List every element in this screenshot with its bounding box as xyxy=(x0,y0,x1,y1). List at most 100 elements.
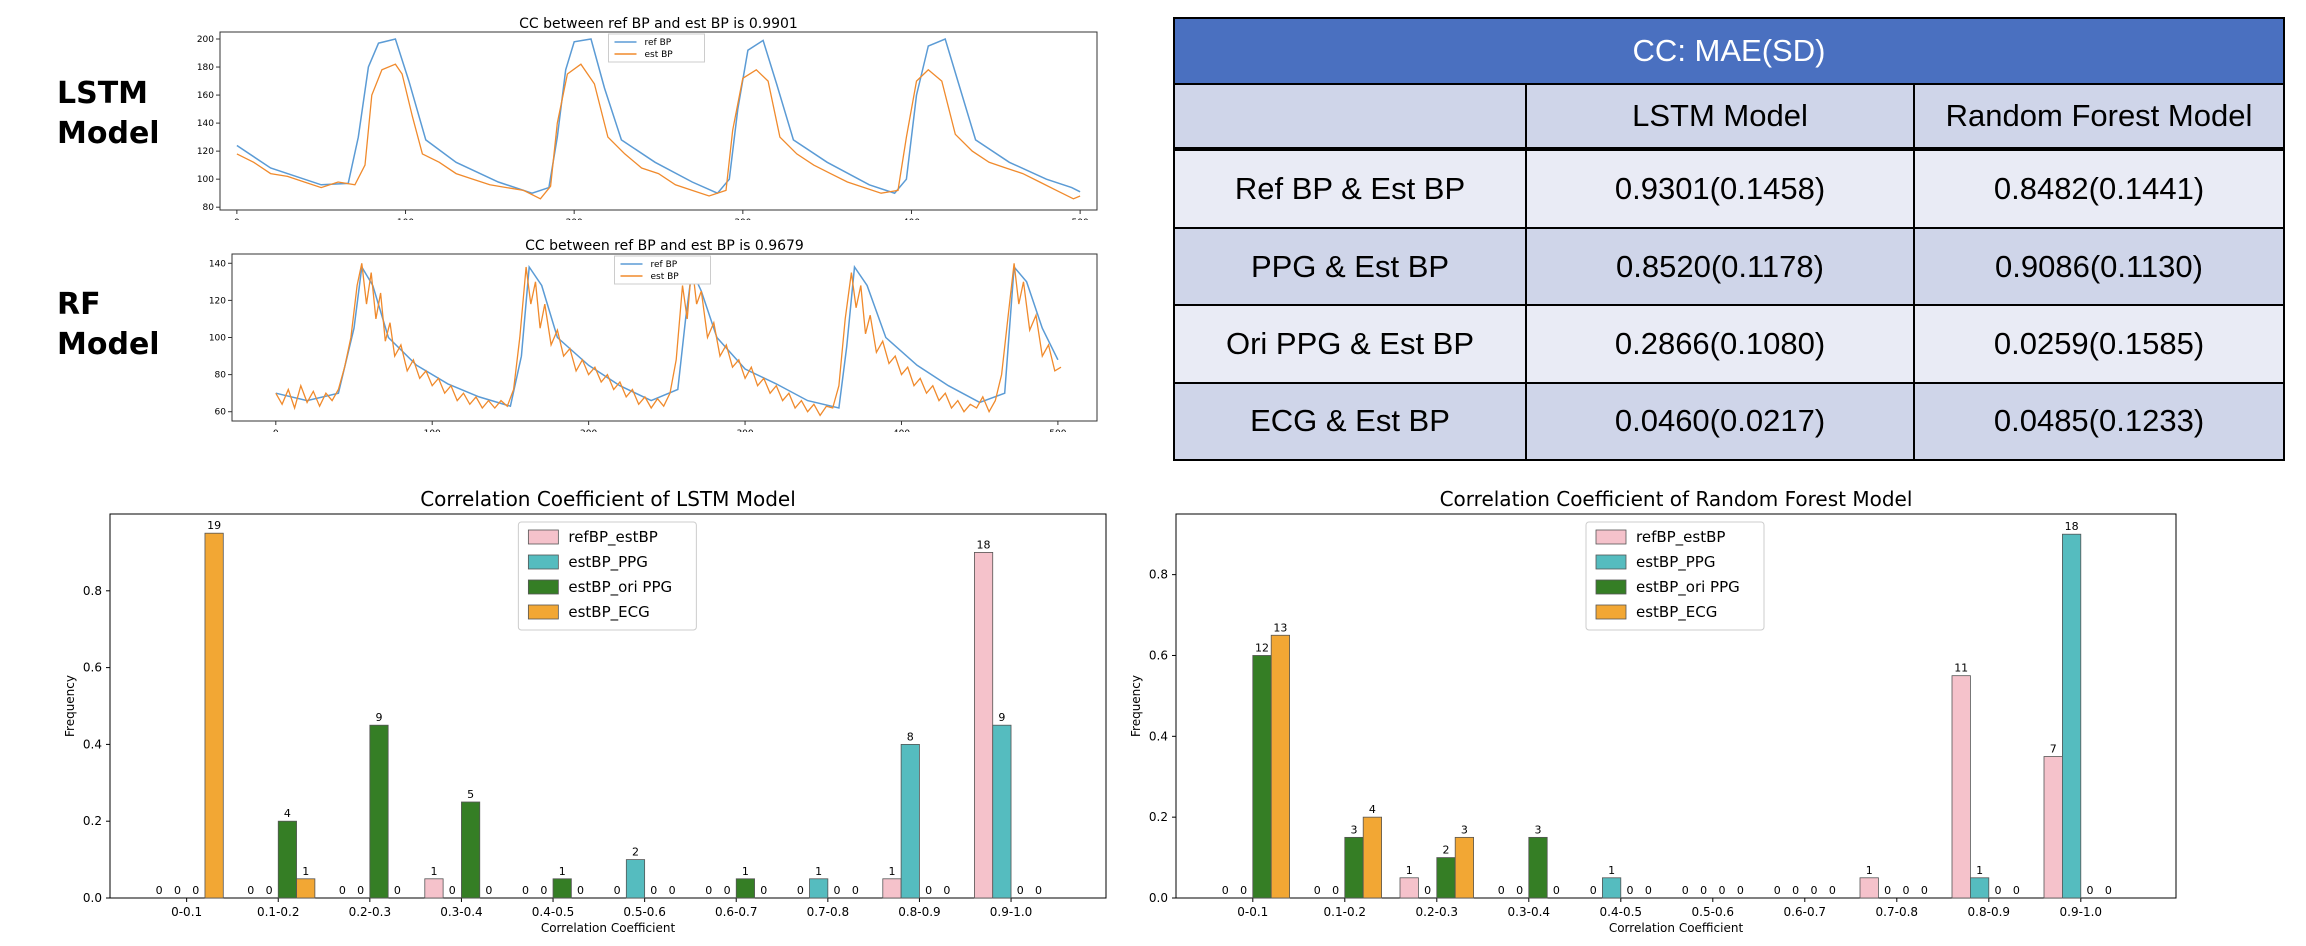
x-tick-label: 100 xyxy=(424,429,441,432)
x-tick-label: 0.1-0.2 xyxy=(1324,905,1367,919)
bar xyxy=(1362,816,1382,899)
bar-count-label: 0 xyxy=(192,884,199,897)
bar-count-label: 0 xyxy=(1792,884,1799,897)
x-tick-label: 200 xyxy=(580,429,597,432)
est-bp-line xyxy=(236,63,1081,200)
bar xyxy=(1399,877,1419,899)
y-tick-label: 80 xyxy=(203,203,215,213)
bar-count-label: 0 xyxy=(266,884,273,897)
bar-count-label: 0 xyxy=(797,884,804,897)
x-tick-label: 400 xyxy=(903,218,920,220)
x-tick-label: 0 xyxy=(273,429,279,432)
bar-count-label: 9 xyxy=(376,711,383,724)
x-tick-label: 500 xyxy=(1072,218,1089,220)
x-tick-label: 0.3-0.4 xyxy=(440,905,483,919)
y-tick-label: 140 xyxy=(209,259,226,269)
lstm-row-label: LSTM Model xyxy=(57,76,160,151)
bar xyxy=(735,878,755,899)
y-tick-label: 0.2 xyxy=(1149,810,1168,824)
x-tick-label: 0.2-0.3 xyxy=(349,905,392,919)
chart-title: Correlation Coefficient of LSTM Model xyxy=(420,487,796,511)
table-header-empty xyxy=(1173,83,1527,151)
y-tick-label: 0.0 xyxy=(83,891,102,905)
y-tick-label: 100 xyxy=(209,334,226,344)
bar-count-label: 1 xyxy=(815,865,822,878)
table-cell: 0.8482(0.1441) xyxy=(1913,147,2285,230)
x-axis-label: Correlation Coefficient xyxy=(541,921,676,935)
est-bp-line xyxy=(275,263,1062,417)
legend-box xyxy=(517,521,697,631)
ref-bp-line xyxy=(275,264,1059,409)
legend-swatch xyxy=(1595,579,1627,595)
bar xyxy=(1528,836,1548,899)
legend-label: estBP_PPG xyxy=(1636,553,1715,572)
bar-count-label: 0 xyxy=(174,884,181,897)
bar-count-label: 2 xyxy=(632,846,639,859)
bar-count-label: 13 xyxy=(1273,621,1287,634)
bar-count-label: 18 xyxy=(977,538,991,551)
bar-count-label: 0 xyxy=(1719,884,1726,897)
legend-swatch xyxy=(527,529,559,545)
bar xyxy=(1970,877,1990,899)
table-cell: 0.8520(0.1178) xyxy=(1525,227,1915,307)
bar xyxy=(900,743,920,899)
table-cell: 0.9086(0.1130) xyxy=(1913,227,2285,307)
legend-label: ref BP xyxy=(651,260,678,270)
bar-count-label: 0 xyxy=(357,884,364,897)
bar-count-label: 1 xyxy=(1608,864,1615,877)
bar xyxy=(625,859,646,899)
x-tick-label: 500 xyxy=(1049,429,1066,432)
y-tick-label: 140 xyxy=(197,119,214,129)
waveform-title: CC between ref BP and est BP is 0.9901 xyxy=(519,16,798,32)
y-tick-label: 0.6 xyxy=(1149,648,1168,662)
bar xyxy=(1454,836,1475,899)
bar xyxy=(809,878,829,899)
bar-count-label: 1 xyxy=(742,865,749,878)
legend-swatch xyxy=(527,604,559,620)
bar-count-label: 0 xyxy=(1498,884,1505,897)
rf-waveform-plot: CC between ref BP and est BP is 0.9679 0 1… xyxy=(209,238,1098,432)
y-tick-label: 0.2 xyxy=(83,814,102,828)
x-tick-label: 0.6-0.7 xyxy=(715,905,758,919)
bar-count-label: 0 xyxy=(522,884,529,897)
x-tick-label: 400 xyxy=(893,429,910,432)
bar xyxy=(1951,675,1971,899)
bar-count-label: 0 xyxy=(705,884,712,897)
bar-count-label: 0 xyxy=(1903,884,1910,897)
bar-count-label: 0 xyxy=(485,884,492,897)
x-tick-label: 0.2-0.3 xyxy=(1416,905,1459,919)
bar-count-label: 0 xyxy=(339,884,346,897)
bar-count-label: 0 xyxy=(1829,884,1836,897)
x-tick-label: 0.4-0.5 xyxy=(532,905,575,919)
y-tick-label: 0.6 xyxy=(83,661,102,675)
x-tick-label: 0.9-1.0 xyxy=(990,905,1033,919)
bar-count-label: 0 xyxy=(394,884,401,897)
bar-count-label: 7 xyxy=(2050,743,2057,756)
bar-count-label: 3 xyxy=(1461,823,1468,836)
y-tick-label: 200 xyxy=(197,35,214,45)
bar-count-label: 0 xyxy=(1240,884,1247,897)
bar-count-label: 0 xyxy=(724,884,731,897)
y-tick-label: 120 xyxy=(197,147,214,157)
bar-count-label: 0 xyxy=(760,884,767,897)
bar-count-label: 0 xyxy=(1314,884,1321,897)
bar-count-label: 4 xyxy=(1369,803,1376,816)
bar xyxy=(882,878,902,899)
bar-count-label: 11 xyxy=(1954,662,1968,675)
bar xyxy=(1344,836,1364,899)
bar-count-label: 0 xyxy=(1774,884,1781,897)
y-axis-label: Frequency xyxy=(1129,675,1143,737)
bar-count-label: 12 xyxy=(1255,641,1269,654)
x-tick-label: 0.9-1.0 xyxy=(2060,905,2103,919)
x-tick-label: 0.7-0.8 xyxy=(807,905,850,919)
bar xyxy=(204,532,224,899)
bar-count-label: 0 xyxy=(1682,884,1689,897)
bar-count-label: 0 xyxy=(650,884,657,897)
x-tick-label: 100 xyxy=(397,218,414,220)
bar-count-label: 0 xyxy=(1921,884,1928,897)
bar-count-label: 0 xyxy=(1884,884,1891,897)
y-tick-label: 0.8 xyxy=(1149,568,1168,582)
bar-count-label: 1 xyxy=(430,865,437,878)
bar-count-label: 0 xyxy=(1737,884,1744,897)
bar-count-label: 1 xyxy=(302,865,309,878)
